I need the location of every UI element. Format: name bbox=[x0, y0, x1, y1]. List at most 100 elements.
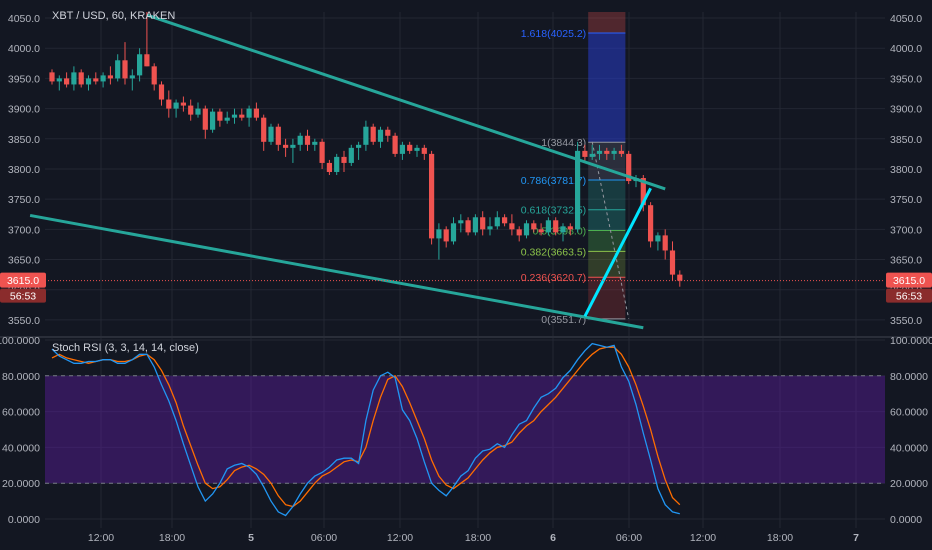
candle-body bbox=[436, 229, 442, 239]
last-price-badge-right bbox=[886, 272, 932, 288]
grid bbox=[45, 12, 885, 528]
time-tick-label: 18:00 bbox=[767, 532, 793, 544]
candle-body bbox=[49, 72, 55, 82]
candle-body bbox=[180, 102, 186, 106]
candle-body bbox=[312, 141, 318, 145]
price-tick-left: 3900.0 bbox=[8, 104, 40, 116]
candle-body bbox=[319, 141, 325, 163]
last-price-badge-text: 3615.0 bbox=[7, 275, 39, 287]
candle-body bbox=[618, 150, 624, 154]
candle-body bbox=[465, 220, 471, 233]
candle-body bbox=[443, 229, 449, 242]
candle-body bbox=[414, 147, 420, 151]
candle-body bbox=[85, 78, 92, 85]
candle-body bbox=[677, 274, 683, 281]
price-tick-right: 3700.0 bbox=[890, 224, 922, 236]
candle-body bbox=[626, 153, 632, 182]
time-tick-label: 18:00 bbox=[465, 532, 491, 544]
candle-body bbox=[231, 114, 238, 118]
time-tick-label: 5 bbox=[248, 532, 254, 544]
candle-body bbox=[304, 135, 311, 145]
rsi-tick-right: 60.0000 bbox=[890, 407, 928, 419]
candle-body bbox=[494, 217, 500, 227]
candle-body bbox=[71, 72, 77, 85]
candle-body bbox=[611, 150, 617, 154]
time-tick-label: 06:00 bbox=[311, 532, 337, 544]
candle-body bbox=[158, 84, 165, 100]
price-tick-right: 3950.0 bbox=[890, 73, 922, 85]
candle-body bbox=[487, 226, 493, 230]
price-tick-left: 3750.0 bbox=[8, 194, 40, 206]
candle-body bbox=[604, 150, 610, 154]
time-tick-label: 06:00 bbox=[616, 532, 642, 544]
candle-body bbox=[472, 217, 478, 233]
fib-level-label: 0.786(3781.7) bbox=[521, 175, 586, 187]
candle-body bbox=[553, 220, 559, 233]
candle-body bbox=[582, 150, 588, 157]
candle-body bbox=[144, 54, 150, 67]
candle-body bbox=[166, 99, 172, 109]
candle-body bbox=[275, 126, 281, 145]
candle-body bbox=[421, 147, 427, 154]
candle-body bbox=[662, 235, 668, 251]
time-tick-label: 6 bbox=[550, 532, 556, 544]
price-tick-right: 3900.0 bbox=[890, 104, 922, 116]
candle-body bbox=[137, 54, 143, 76]
candle-body bbox=[640, 178, 646, 206]
price-tick-left: 4050.0 bbox=[8, 13, 40, 25]
candle-body bbox=[385, 129, 391, 136]
rsi-tick-right: 40.0000 bbox=[890, 442, 928, 454]
time-tick-label: 12:00 bbox=[387, 532, 413, 544]
price-tick-right: 3750.0 bbox=[890, 194, 922, 206]
rsi-tick-left: 100.0000 bbox=[0, 335, 40, 347]
rsi-k-line bbox=[51, 342, 680, 517]
candle-body bbox=[268, 126, 274, 142]
rsi-d-line bbox=[51, 346, 681, 508]
candle-body bbox=[480, 217, 486, 230]
price-tick-right: 3850.0 bbox=[890, 134, 922, 146]
candle-body bbox=[392, 135, 398, 154]
rsi-tick-left: 80.0000 bbox=[2, 371, 40, 383]
rsi-tick-left: 60.0000 bbox=[2, 407, 40, 419]
candle-body bbox=[261, 117, 267, 142]
candle-body bbox=[458, 220, 464, 224]
last-price-badge-left bbox=[0, 272, 46, 288]
price-tick-left: 3850.0 bbox=[8, 134, 40, 146]
candle-body bbox=[246, 108, 252, 118]
candle-body bbox=[239, 114, 245, 118]
candle-body bbox=[560, 226, 566, 233]
price-tick-right: 4050.0 bbox=[890, 13, 922, 25]
projection-line bbox=[583, 187, 652, 317]
candle-body bbox=[531, 223, 537, 230]
fib-level-label: 0.618(3732.5) bbox=[521, 205, 586, 217]
candle-body bbox=[575, 150, 581, 230]
candle-body bbox=[523, 223, 530, 236]
time-tick-label: 12:00 bbox=[88, 532, 114, 544]
price-tick-left: 4000.0 bbox=[8, 43, 40, 55]
fib-zone bbox=[588, 230, 626, 252]
candle-body bbox=[173, 102, 179, 109]
fib-zone bbox=[588, 33, 626, 143]
candle-body bbox=[297, 135, 303, 145]
fib-level-label: 0(3551.7) bbox=[541, 314, 586, 326]
price-tick-right: 3650.0 bbox=[890, 255, 922, 267]
candle-body bbox=[348, 147, 354, 163]
candle-body bbox=[567, 226, 573, 230]
candle-body bbox=[129, 75, 135, 79]
fib-level-label: 1(3844.3) bbox=[541, 137, 586, 149]
candle-body bbox=[107, 75, 113, 79]
candle-body bbox=[589, 153, 595, 157]
rsi-tick-left: 20.0000 bbox=[2, 478, 40, 490]
rsi-tick-right: 20.0000 bbox=[890, 478, 928, 490]
candle-body bbox=[516, 229, 522, 236]
price-tick-left: 3700.0 bbox=[8, 224, 40, 236]
candle-body bbox=[326, 162, 332, 172]
candle-body bbox=[407, 144, 413, 151]
price-tick-right: 4000.0 bbox=[890, 43, 922, 55]
price-tick-left: 3550.0 bbox=[8, 315, 40, 327]
channel-lower-line bbox=[29, 213, 644, 330]
candle-body bbox=[195, 108, 201, 115]
time-tick-label: 18:00 bbox=[159, 532, 185, 544]
price-tick-left: 3650.0 bbox=[8, 255, 40, 267]
